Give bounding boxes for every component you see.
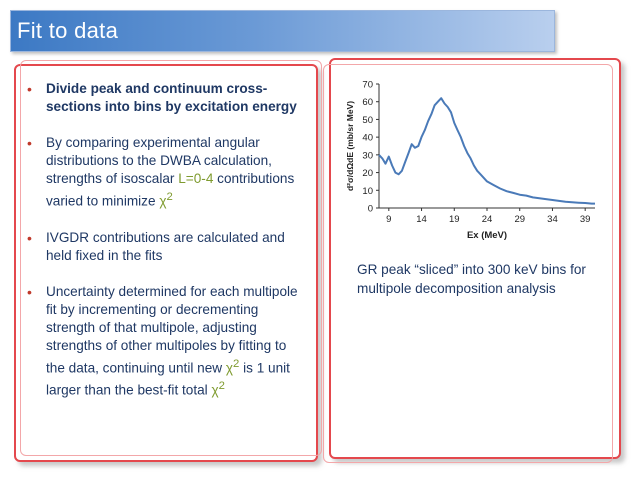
data-series-line [378, 97, 595, 205]
bullet-panel [14, 64, 318, 462]
bullet-text: IVGDR contributions are calculated and h… [46, 229, 285, 263]
bullet-list: • Divide peak and continuum cross-sectio… [24, 80, 306, 418]
bullet-dot-icon: • [27, 229, 32, 246]
chart-caption: GR peak “sliced” into 300 keV bins for m… [357, 262, 586, 296]
spectrum-chart: 0 10 20 30 40 50 60 70 9 14 19 24 29 34 39 Ex (MeV) d²σ/… [345, 80, 595, 241]
y-tick-label: 70 [362, 80, 373, 91]
highlight-term: L=0-4 [178, 171, 214, 186]
x-axis-label: Ex (MeV) [467, 230, 507, 241]
bullet-text: is 1 unit larger than the best-fit total [46, 360, 290, 398]
x-tick-label: 24 [482, 214, 493, 225]
x-tick-label: 19 [449, 214, 460, 225]
x-tick-label: 9 [386, 214, 391, 225]
chi-exponent: 2 [233, 357, 240, 370]
x-tick-label: 14 [416, 214, 427, 225]
bullet-text: By comparing experimental angular distri… [46, 135, 272, 186]
bullet-dot-icon: • [27, 283, 32, 300]
chi-exponent: 2 [218, 380, 225, 393]
bullet-item: • IVGDR contributions are calculated and… [24, 229, 306, 265]
y-tick-label: 20 [362, 168, 373, 179]
chi-symbol: χ [159, 193, 167, 209]
y-tick-label: 30 [362, 150, 373, 161]
y-axis-label: d²σ/dΩdE (mb/sr MeV) [345, 101, 355, 191]
x-tick-label: 29 [514, 214, 525, 225]
chi-symbol: χ [225, 360, 234, 376]
bullet-text: contributions varied to minimize [46, 171, 295, 209]
y-tick-label: 60 [362, 97, 373, 108]
y-tick-label: 50 [362, 115, 373, 126]
slide-title: Fit to data [17, 18, 119, 43]
x-tick-label: 34 [547, 214, 558, 225]
bullet-dot-icon: • [27, 81, 32, 97]
bullet-text: Uncertainty determined for each multipol… [46, 283, 298, 376]
y-tick-label: 0 [368, 204, 373, 215]
chi-exponent: 2 [166, 191, 173, 203]
bullet-item: • Uncertainty determined for each multip… [24, 283, 306, 400]
y-tick-label: 40 [362, 133, 373, 144]
bullet-item: • Divide peak and continuum cross-sectio… [24, 80, 306, 116]
x-tick-label: 39 [580, 214, 591, 225]
y-tick-label: 10 [362, 186, 373, 197]
title-bar: Fit to data [10, 10, 555, 52]
bullet-dot-icon: • [27, 135, 32, 151]
chi-symbol: χ [211, 382, 219, 398]
bullet-text: Divide peak and continuum cross-sections… [46, 81, 297, 114]
bullet-item: • By comparing experimental angular dist… [24, 134, 306, 211]
chart-panel [329, 58, 621, 459]
